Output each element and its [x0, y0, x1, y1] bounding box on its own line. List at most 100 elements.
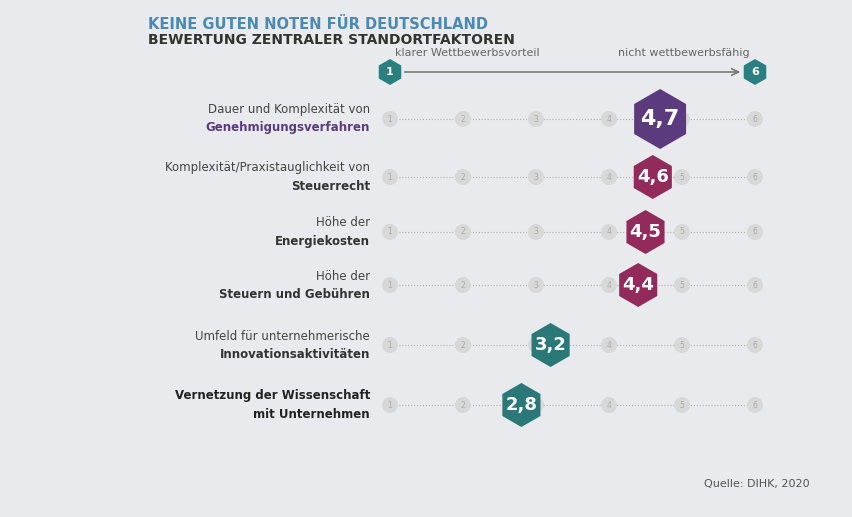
Circle shape [746, 224, 762, 240]
Text: 4: 4 [606, 281, 611, 290]
Text: 2: 2 [460, 114, 465, 124]
Text: 6: 6 [751, 341, 757, 349]
Text: 6: 6 [751, 281, 757, 290]
Text: BEWERTUNG ZENTRALER STANDORTFAKTOREN: BEWERTUNG ZENTRALER STANDORTFAKTOREN [148, 33, 515, 47]
Text: Vernetzung der Wissenschaft: Vernetzung der Wissenschaft [175, 389, 370, 403]
Text: Umfeld für unternehmerische: Umfeld für unternehmerische [195, 329, 370, 342]
Text: 4,5: 4,5 [629, 223, 660, 241]
Text: mit Unternehmen: mit Unternehmen [253, 407, 370, 420]
Text: 2: 2 [460, 281, 465, 290]
Circle shape [382, 337, 398, 353]
Circle shape [454, 111, 470, 127]
Text: 3,2: 3,2 [534, 336, 566, 354]
Text: 6: 6 [750, 67, 758, 77]
Text: 1: 1 [387, 341, 392, 349]
Circle shape [454, 277, 470, 293]
Text: 6: 6 [751, 173, 757, 181]
Text: Steuern und Gebühren: Steuern und Gebühren [219, 287, 370, 300]
Text: KEINE GUTEN NOTEN FÜR DEUTSCHLAND: KEINE GUTEN NOTEN FÜR DEUTSCHLAND [148, 17, 487, 32]
Text: 4: 4 [606, 227, 611, 236]
Circle shape [673, 169, 689, 185]
Text: 2: 2 [460, 341, 465, 349]
Text: 5: 5 [679, 173, 683, 181]
Text: 4: 4 [606, 173, 611, 181]
Polygon shape [633, 155, 671, 199]
Text: 3: 3 [533, 401, 538, 409]
Circle shape [746, 169, 762, 185]
Circle shape [673, 111, 689, 127]
Text: 2: 2 [460, 227, 465, 236]
Text: Genehmigungsverfahren: Genehmigungsverfahren [205, 121, 370, 134]
Text: 1: 1 [387, 173, 392, 181]
Circle shape [382, 169, 398, 185]
Text: 3: 3 [533, 341, 538, 349]
Polygon shape [531, 323, 569, 367]
Text: 3: 3 [533, 227, 538, 236]
Text: 4,6: 4,6 [636, 168, 668, 186]
Polygon shape [378, 59, 400, 85]
Text: Quelle: DIHK, 2020: Quelle: DIHK, 2020 [704, 479, 809, 489]
Text: Energiekosten: Energiekosten [274, 235, 370, 248]
Circle shape [454, 397, 470, 413]
Text: 2,8: 2,8 [504, 396, 537, 414]
Circle shape [454, 337, 470, 353]
Circle shape [382, 224, 398, 240]
Text: 5: 5 [679, 227, 683, 236]
Text: 4: 4 [606, 341, 611, 349]
Text: 1: 1 [386, 67, 394, 77]
Text: 2: 2 [460, 401, 465, 409]
Text: Steuerrecht: Steuerrecht [291, 179, 370, 192]
Text: 1: 1 [387, 281, 392, 290]
Circle shape [527, 277, 544, 293]
Text: Komplexität/Praxistauglichkeit von: Komplexität/Praxistauglichkeit von [164, 161, 370, 175]
Text: Dauer und Komplexität von: Dauer und Komplexität von [208, 103, 370, 116]
Text: 2: 2 [460, 173, 465, 181]
Circle shape [527, 224, 544, 240]
Text: Höhe der: Höhe der [315, 217, 370, 230]
Circle shape [527, 337, 544, 353]
Text: 4: 4 [606, 114, 611, 124]
Text: 5: 5 [679, 401, 683, 409]
Text: 6: 6 [751, 114, 757, 124]
Circle shape [454, 224, 470, 240]
Circle shape [454, 169, 470, 185]
Text: 4,7: 4,7 [640, 109, 679, 129]
Text: nicht wettbewerbsfähig: nicht wettbewerbsfähig [618, 48, 749, 58]
Circle shape [746, 397, 762, 413]
Text: 1: 1 [387, 401, 392, 409]
Text: 6: 6 [751, 401, 757, 409]
Circle shape [527, 397, 544, 413]
Circle shape [382, 277, 398, 293]
Text: klarer Wettbewerbsvorteil: klarer Wettbewerbsvorteil [394, 48, 539, 58]
Text: 5: 5 [679, 341, 683, 349]
Circle shape [527, 111, 544, 127]
Circle shape [382, 111, 398, 127]
Text: 1: 1 [387, 227, 392, 236]
Text: 1: 1 [387, 114, 392, 124]
Text: 5: 5 [679, 281, 683, 290]
Circle shape [673, 337, 689, 353]
Text: 4: 4 [606, 401, 611, 409]
Circle shape [527, 169, 544, 185]
Circle shape [601, 277, 616, 293]
Circle shape [746, 337, 762, 353]
Circle shape [601, 337, 616, 353]
Circle shape [601, 111, 616, 127]
Circle shape [601, 397, 616, 413]
Text: 5: 5 [679, 114, 683, 124]
Polygon shape [633, 89, 685, 149]
Text: 4,4: 4,4 [621, 276, 653, 294]
Polygon shape [619, 263, 657, 307]
Text: Höhe der: Höhe der [315, 269, 370, 282]
Text: 6: 6 [751, 227, 757, 236]
Circle shape [746, 111, 762, 127]
Circle shape [746, 277, 762, 293]
Text: 3: 3 [533, 281, 538, 290]
Circle shape [673, 224, 689, 240]
Circle shape [673, 397, 689, 413]
Circle shape [382, 397, 398, 413]
Text: Innovationsaktivitäten: Innovationsaktivitäten [219, 347, 370, 360]
Polygon shape [625, 210, 664, 254]
Circle shape [601, 169, 616, 185]
Polygon shape [743, 59, 765, 85]
